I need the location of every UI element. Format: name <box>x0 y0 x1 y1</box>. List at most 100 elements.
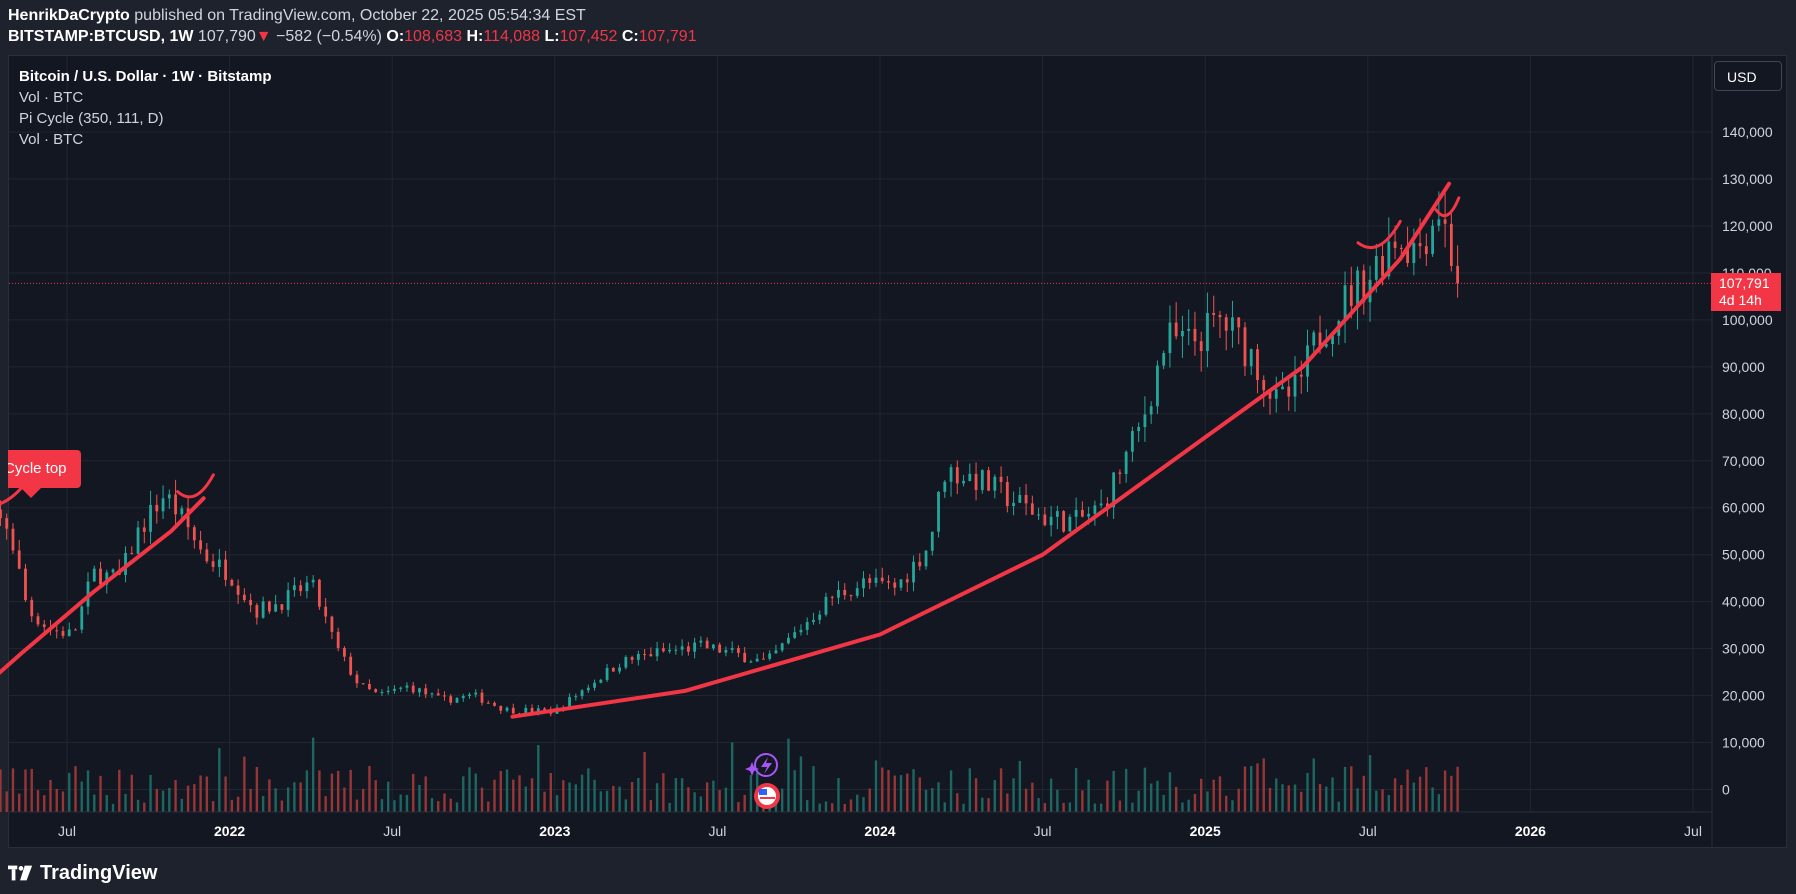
candle-body <box>730 648 734 650</box>
volume-bar <box>1400 785 1403 812</box>
volume-bar <box>430 798 434 812</box>
volume-bar <box>674 778 678 812</box>
time-tick-label: Jul <box>708 823 726 839</box>
candle-body <box>1374 256 1378 280</box>
volume-bar <box>293 782 296 812</box>
candle-body <box>905 579 909 583</box>
volume-bar <box>1024 788 1028 812</box>
volume-bar <box>799 756 803 812</box>
volume-bar <box>268 779 271 812</box>
candle-body <box>693 642 697 652</box>
candle-body <box>793 632 797 638</box>
time-axis[interactable]: Jul2022Jul2023Jul2024Jul2025Jul2026Jul20… <box>58 823 1796 839</box>
legend-main-series[interactable]: Bitcoin / U.S. Dollar · 1W · Bitstamp <box>19 68 272 85</box>
volume-bar <box>931 788 934 812</box>
volume-bar <box>868 788 871 812</box>
volume-bar <box>1393 778 1397 812</box>
volume-bar <box>1381 789 1384 812</box>
volume-bar <box>1006 793 1009 812</box>
candle-body <box>305 582 309 592</box>
volume-bar <box>831 803 834 812</box>
volume-bar <box>487 801 490 812</box>
candle-body <box>768 653 772 659</box>
volume-bar <box>705 782 709 812</box>
volume-bar <box>587 768 590 812</box>
volume-bar <box>887 770 890 812</box>
candle-body <box>668 649 672 652</box>
volume-bar <box>749 775 753 812</box>
volume-bar <box>1300 791 1303 812</box>
volume-bar <box>1206 791 1209 812</box>
candle-body <box>1131 431 1134 452</box>
currency-button[interactable]: USD <box>1714 61 1782 91</box>
candle-body <box>868 578 872 583</box>
volume-bar <box>518 775 521 812</box>
volume-bar <box>937 782 940 812</box>
candle-body <box>580 690 584 697</box>
price-tick-label: 80,000 <box>1722 406 1765 422</box>
cycle-top-mark <box>176 473 215 499</box>
lightning-icon[interactable] <box>754 753 778 777</box>
candle-body <box>661 648 665 652</box>
legend-volume-2[interactable]: Vol · BTC <box>19 131 84 148</box>
candle-body <box>649 654 653 657</box>
volume-bar <box>956 793 959 812</box>
ohlc-line: BITSTAMP:BTCUSD, 1W 107,790▼ −582 (−0.54… <box>8 27 1788 47</box>
candle-body <box>230 579 234 586</box>
volume-bar <box>1443 770 1447 812</box>
candle-body <box>949 467 953 482</box>
legend-volume[interactable]: Vol · BTC <box>19 89 84 106</box>
candle-body <box>99 568 102 585</box>
candle-body <box>899 579 903 588</box>
volume-bar <box>1218 776 1222 812</box>
volume-bar <box>1031 782 1034 812</box>
candle-body <box>105 572 109 585</box>
event-icons[interactable] <box>745 753 780 809</box>
legend-pi-cycle[interactable]: Pi Cycle (350, 111, D) <box>19 110 164 127</box>
volume-bar <box>0 769 2 812</box>
candle-body <box>568 697 571 709</box>
cycle-top-callout[interactable]: Cycle top <box>8 450 81 488</box>
candle-body <box>1356 270 1359 306</box>
candle-body <box>449 696 453 703</box>
volume-bar <box>99 775 102 812</box>
volume-bar <box>1306 772 1309 812</box>
volume-bar <box>562 780 565 812</box>
open-label: O: <box>386 28 405 45</box>
volume-bar <box>774 799 778 812</box>
volume-bar <box>1225 795 1228 812</box>
candle-body <box>36 616 40 625</box>
pi-cycle-arc <box>0 496 206 675</box>
candle-body <box>374 689 378 693</box>
volume-bar <box>974 778 978 812</box>
volume-bar <box>1275 778 1278 812</box>
header-bar: HenrikDaCrypto published on TradingView.… <box>8 6 1788 47</box>
candle-body <box>111 569 115 573</box>
time-tick-label: Jul <box>1359 823 1377 839</box>
candle-body <box>543 708 546 710</box>
volume-bar <box>1168 772 1172 812</box>
author-name[interactable]: HenrikDaCrypto <box>8 7 130 24</box>
us-flag-stripe-icon <box>760 797 775 799</box>
volume-bar <box>981 797 984 812</box>
candle-body <box>593 682 596 688</box>
candle-body <box>405 685 409 688</box>
volume-bar <box>912 769 915 812</box>
candle-body <box>267 601 271 612</box>
volume-bar <box>856 794 859 812</box>
candle-body <box>411 685 415 693</box>
candle-body <box>880 577 884 582</box>
candle-body <box>224 559 227 580</box>
candle-body <box>955 467 959 484</box>
volume-bar <box>368 765 371 812</box>
volume-bar <box>1331 777 1334 812</box>
volume-bar <box>499 770 502 812</box>
chart-legend[interactable]: Bitcoin / U.S. Dollar · 1W · Bitstamp Vo… <box>19 66 272 150</box>
tradingview-footer[interactable]: TradingView <box>8 858 157 888</box>
candle-body <box>486 702 490 704</box>
volume-bar <box>1437 794 1441 812</box>
volume-bar <box>274 788 277 812</box>
candle-body <box>780 643 784 651</box>
candle-body <box>1443 219 1447 224</box>
